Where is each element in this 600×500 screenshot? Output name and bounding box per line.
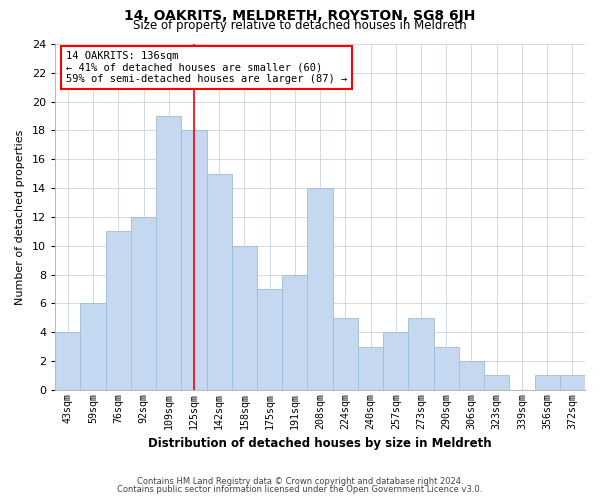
Bar (333, 318, 358, 390)
Bar (383, 332, 409, 390)
Bar (156, 116, 181, 390)
Bar (535, 376, 560, 390)
Bar (55, 332, 80, 390)
Bar (459, 361, 484, 390)
Bar (106, 232, 131, 390)
Text: Contains public sector information licensed under the Open Government Licence v3: Contains public sector information licen… (118, 484, 482, 494)
Text: 14, OAKRITS, MELDRETH, ROYSTON, SG8 6JH: 14, OAKRITS, MELDRETH, ROYSTON, SG8 6JH (124, 9, 476, 23)
Bar (80, 304, 106, 390)
Bar (131, 217, 156, 390)
Bar (434, 346, 459, 390)
X-axis label: Distribution of detached houses by size in Meldreth: Distribution of detached houses by size … (148, 437, 492, 450)
Bar (484, 376, 509, 390)
Bar (307, 188, 333, 390)
Bar (257, 289, 282, 390)
Bar (282, 274, 307, 390)
Bar (358, 346, 383, 390)
Text: 14 OAKRITS: 136sqm
← 41% of detached houses are smaller (60)
59% of semi-detache: 14 OAKRITS: 136sqm ← 41% of detached hou… (66, 51, 347, 84)
Y-axis label: Number of detached properties: Number of detached properties (15, 130, 25, 304)
Text: Contains HM Land Registry data © Crown copyright and database right 2024.: Contains HM Land Registry data © Crown c… (137, 477, 463, 486)
Bar (560, 376, 585, 390)
Bar (181, 130, 206, 390)
Bar (232, 246, 257, 390)
Text: Size of property relative to detached houses in Meldreth: Size of property relative to detached ho… (133, 19, 467, 32)
Bar (206, 174, 232, 390)
Bar (409, 318, 434, 390)
